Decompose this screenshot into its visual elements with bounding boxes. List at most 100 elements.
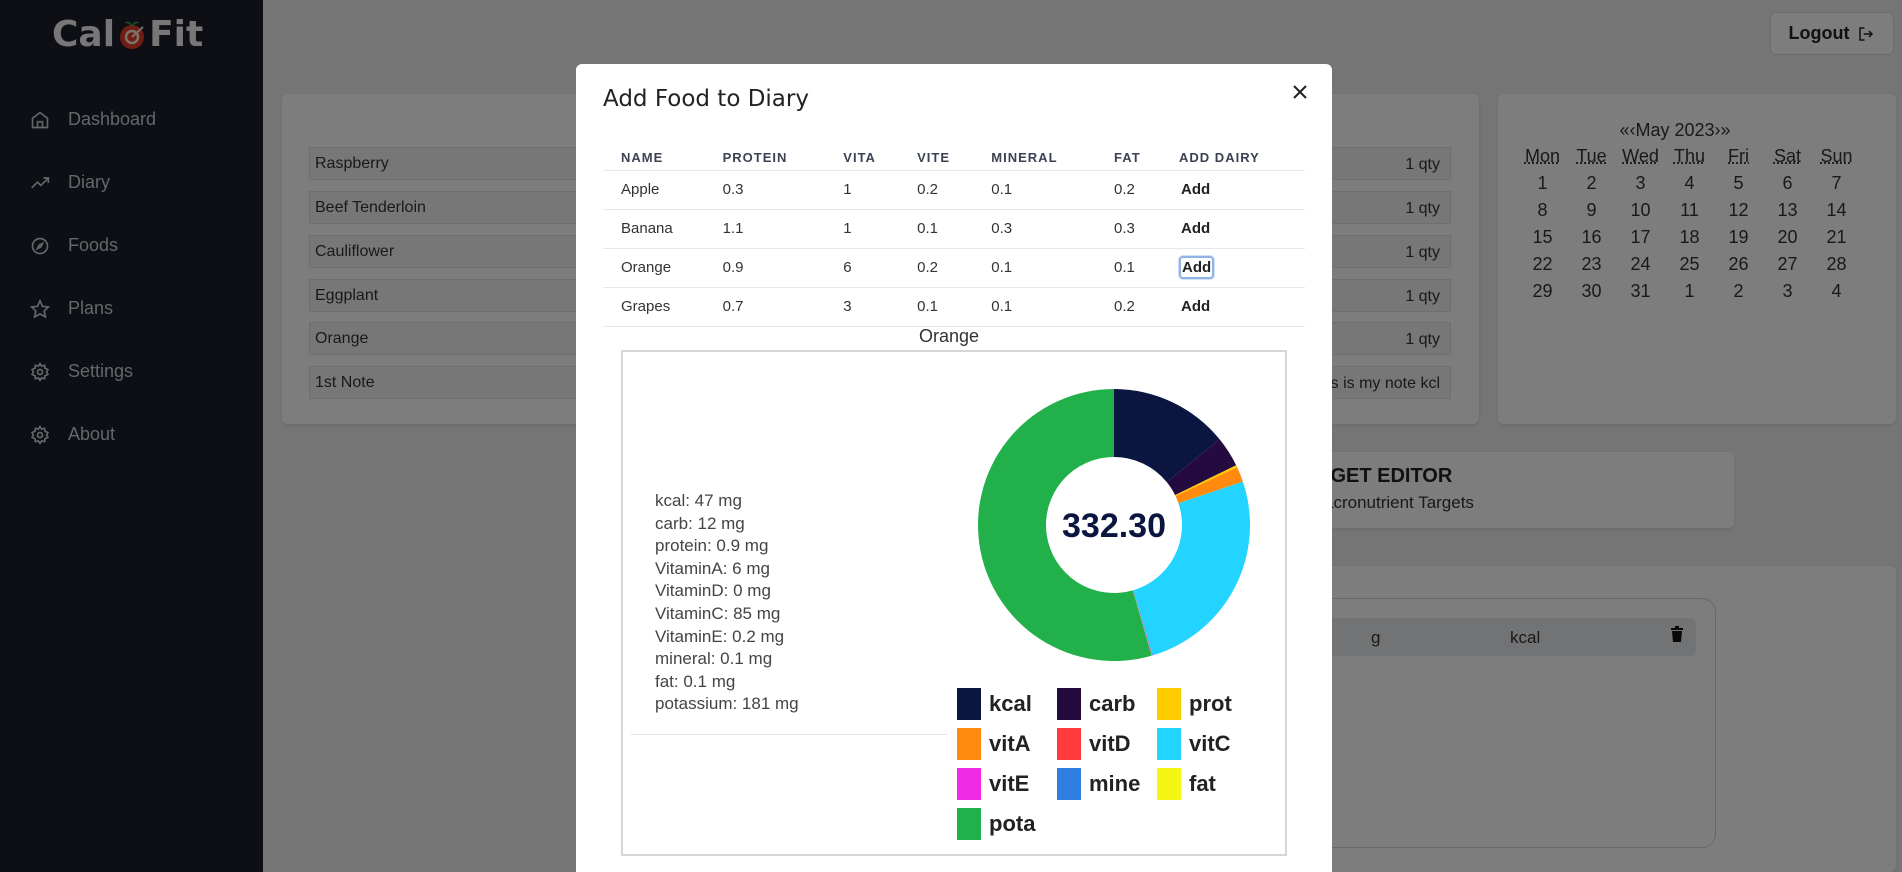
- legend-swatch: [1057, 768, 1081, 800]
- legend-label: mine: [1089, 771, 1141, 796]
- legend-label: vitC: [1189, 731, 1231, 756]
- nutrient-line: VitaminC: 85 mg: [655, 603, 781, 623]
- cell-protein: 0.7: [704, 287, 826, 327]
- cell-mineral: 0.1: [973, 170, 1097, 210]
- pie-slice-mine[interactable]: [1132, 590, 1153, 656]
- cell-protein: 1.1: [704, 209, 826, 249]
- table-row: Apple 0.3 1 0.2 0.1 0.2 Add: [603, 170, 1305, 210]
- cell-action: Add: [1161, 170, 1305, 210]
- column-header: VITE: [899, 146, 974, 171]
- table-header-row: NAME PROTEIN VITA VITE MINERAL FAT ADD D…: [603, 146, 1305, 171]
- legend-label: prot: [1189, 691, 1232, 716]
- column-header: MINERAL: [973, 146, 1097, 171]
- nutrient-line: mineral: 0.1 mg: [655, 649, 773, 669]
- cell-name: Banana: [603, 209, 705, 249]
- cell-protein: 0.3: [704, 170, 826, 210]
- legend-swatch: [957, 768, 981, 800]
- pie-slice-vitC[interactable]: [1133, 481, 1250, 656]
- legend-item[interactable]: pota: [957, 808, 1057, 840]
- table-row: Grapes 0.7 3 0.1 0.1 0.2 Add: [603, 287, 1305, 327]
- pie-slice-pota[interactable]: [978, 389, 1152, 661]
- pie-slice-prot[interactable]: [1175, 465, 1238, 497]
- legend-swatch: [957, 728, 981, 760]
- legend-swatch: [1157, 768, 1181, 800]
- column-header: PROTEIN: [704, 146, 826, 171]
- legend-label: pota: [989, 811, 1036, 836]
- pie-slice-vitA[interactable]: [1175, 467, 1243, 504]
- cell-vita: 1: [825, 170, 900, 210]
- divider: [631, 734, 947, 735]
- legend-label: kcal: [989, 691, 1032, 716]
- cell-action: Add: [1161, 209, 1305, 249]
- column-header: ADD DAIRY: [1161, 146, 1305, 171]
- add-food-modal: Add Food to Diary NAME PROTEIN VITA VITE…: [576, 64, 1332, 872]
- nutrient-list: kcal: 47 mg carb: 12 mg protein: 0.9 mg …: [655, 490, 799, 716]
- cell-name: Orange: [603, 248, 705, 288]
- nutrition-chart-box: kcal: 47 mg carb: 12 mg protein: 0.9 mg …: [621, 350, 1287, 856]
- modal-title: Add Food to Diary: [603, 86, 809, 112]
- cell-fat: 0.2: [1096, 170, 1162, 210]
- legend-item[interactable]: vitE: [957, 768, 1057, 800]
- nutrient-line: fat: 0.1 mg: [655, 671, 736, 691]
- legend-item[interactable]: fat: [1157, 768, 1257, 800]
- nutrient-line: protein: 0.9 mg: [655, 536, 769, 556]
- legend-label: carb: [1089, 691, 1136, 716]
- cell-vite: 0.1: [899, 287, 974, 327]
- cell-fat: 0.3: [1096, 209, 1162, 249]
- cell-vita: 6: [825, 248, 900, 288]
- legend-item[interactable]: vitA: [957, 728, 1057, 760]
- cell-fat: 0.2: [1096, 287, 1162, 327]
- column-header: FAT: [1096, 146, 1162, 171]
- legend-swatch: [1057, 728, 1081, 760]
- legend-swatch: [1157, 728, 1181, 760]
- add-button[interactable]: Add: [1181, 220, 1211, 237]
- legend-label: vitA: [989, 731, 1031, 756]
- cell-mineral: 0.3: [973, 209, 1097, 249]
- chart-legend: kcal carb prot vitA vitD vitC vitE mine fat pota: [957, 688, 1267, 840]
- nutrient-line: carb: 12 mg: [655, 513, 745, 533]
- legend-label: vitD: [1089, 731, 1131, 756]
- legend-swatch: [957, 688, 981, 720]
- table-row: Banana 1.1 1 0.1 0.3 0.3 Add: [603, 209, 1305, 249]
- cell-vite: 0.2: [899, 170, 974, 210]
- legend-item[interactable]: kcal: [957, 688, 1057, 720]
- chart-center-value: 332.30: [1062, 507, 1166, 545]
- cell-name: Apple: [603, 170, 705, 210]
- nutrient-line: VitaminA: 6 mg: [655, 558, 770, 578]
- selected-food-title: Orange: [918, 326, 980, 346]
- legend-label: vitE: [989, 771, 1030, 796]
- cell-vite: 0.2: [899, 248, 974, 288]
- nutrient-line: VitaminD: 0 mg: [655, 581, 771, 601]
- cell-vita: 1: [825, 209, 900, 249]
- add-button[interactable]: Add: [1181, 298, 1211, 315]
- close-icon[interactable]: [1288, 80, 1312, 104]
- pie-slice-vitE[interactable]: [1133, 590, 1153, 656]
- add-button[interactable]: Add: [1179, 256, 1215, 279]
- legend-label: fat: [1189, 771, 1216, 796]
- cell-mineral: 0.1: [973, 248, 1097, 288]
- pie-slice-carb[interactable]: [1166, 439, 1237, 496]
- legend-item[interactable]: carb: [1057, 688, 1157, 720]
- legend-item[interactable]: vitD: [1057, 728, 1157, 760]
- legend-swatch: [1057, 688, 1081, 720]
- cell-vita: 3: [825, 287, 900, 327]
- cell-mineral: 0.1: [973, 287, 1097, 327]
- legend-item[interactable]: vitC: [1157, 728, 1257, 760]
- nutrient-line: kcal: 47 mg: [655, 491, 742, 510]
- nutrient-donut-chart: 332.30: [978, 389, 1250, 661]
- column-header: VITA: [825, 146, 900, 171]
- pie-slice-kcal[interactable]: [1114, 389, 1220, 483]
- food-table: NAME PROTEIN VITA VITE MINERAL FAT ADD D…: [603, 146, 1305, 327]
- cell-protein: 0.9: [704, 248, 826, 288]
- legend-item[interactable]: prot: [1157, 688, 1257, 720]
- cell-action: Add: [1161, 287, 1305, 327]
- column-header: NAME: [603, 146, 705, 171]
- pie-slice-fat[interactable]: [1132, 590, 1152, 656]
- nutrient-line: potassium: 181 mg: [655, 694, 799, 714]
- legend-item[interactable]: mine: [1057, 768, 1157, 800]
- add-button[interactable]: Add: [1181, 181, 1211, 198]
- cell-fat: 0.1: [1096, 248, 1162, 288]
- legend-swatch: [1157, 688, 1181, 720]
- table-row: Orange 0.9 6 0.2 0.1 0.1 Add: [603, 248, 1305, 288]
- cell-action: Add: [1161, 248, 1305, 288]
